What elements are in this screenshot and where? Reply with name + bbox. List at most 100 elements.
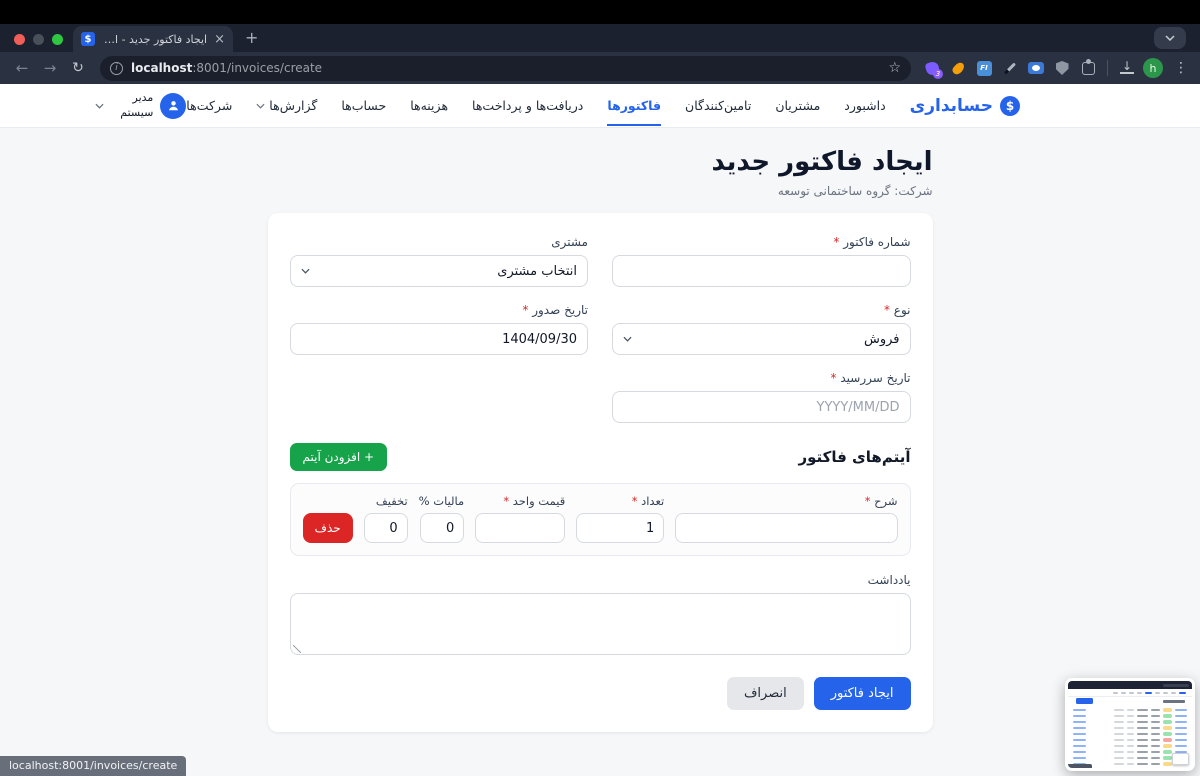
extensions-puzzle-icon[interactable] xyxy=(1077,57,1099,79)
minimize-window-button[interactable] xyxy=(33,34,44,45)
delete-item-button[interactable]: حذف xyxy=(302,513,353,543)
chevron-down-icon xyxy=(256,103,265,109)
textarea-resize-grip[interactable] xyxy=(292,645,301,653)
nav-item-reports[interactable]: گزارش‌ها xyxy=(256,85,317,126)
nav-item-invoices[interactable]: فاکتورها xyxy=(607,85,662,126)
forward-button[interactable]: → xyxy=(43,59,57,77)
due-date-label: تاریخ سررسید * xyxy=(830,371,911,385)
description-input[interactable] xyxy=(675,513,898,543)
nav-item-expenses[interactable]: هزینه‌ها xyxy=(410,98,449,113)
tax-label: مالیات % xyxy=(418,494,465,508)
back-button[interactable]: ← xyxy=(15,59,29,77)
page-title: ایجاد فاکتور جدید xyxy=(711,147,933,177)
customer-label: مشتری xyxy=(551,235,588,249)
user-menu[interactable]: مدیر سیستم xyxy=(95,90,187,121)
discount-label: تخفیف xyxy=(375,494,408,508)
browser-tab[interactable]: $ ایجاد فاکتور جدید - Laravel × xyxy=(73,26,233,52)
footer-text: © 1404 سیستم حسابداری. تمامی حقوق محفوظ … xyxy=(268,774,933,776)
invoice-item-row-box: شرح * تعداد * قیمت واحد * مالیات % xyxy=(289,483,911,556)
url-path: :8001/invoices/create xyxy=(192,61,323,75)
nav-item-accounts[interactable]: حساب‌ها xyxy=(341,98,387,113)
mini-nested-thumbnail xyxy=(1172,753,1189,765)
unit-price-label: قیمت واحد * xyxy=(503,494,566,508)
nav-item-suppliers[interactable]: تامین‌کنندگان xyxy=(685,98,752,113)
issue-date-input[interactable] xyxy=(289,323,588,355)
nav-item-dashboard[interactable]: داشبورد xyxy=(844,98,886,113)
customer-selected-value: انتخاب مشتری xyxy=(497,263,577,279)
chevron-down-icon xyxy=(1165,35,1175,41)
note-label: یادداشت xyxy=(867,573,911,587)
due-date-input[interactable] xyxy=(612,391,911,423)
site-info-icon[interactable]: i xyxy=(110,61,123,75)
unit-price-input[interactable] xyxy=(475,513,566,543)
mini-browser-chrome xyxy=(1068,681,1192,689)
due-date-field-group: تاریخ سررسید * xyxy=(612,371,911,423)
tab-close-icon[interactable]: × xyxy=(214,31,225,47)
cancel-button[interactable]: انصراف xyxy=(726,677,804,710)
window-controls xyxy=(0,34,73,52)
issue-date-label: تاریخ صدور * xyxy=(522,303,588,317)
invoice-items-heading: آیتم‌های فاکتور xyxy=(798,448,911,466)
link-status-tooltip: localhost:8001/invoices/create xyxy=(0,756,187,776)
nav-item-receipts-payments[interactable]: دریافت‌ها و پرداخت‌ها xyxy=(472,98,584,113)
tab-search-button[interactable] xyxy=(1154,27,1186,49)
mini-navbar xyxy=(1068,689,1192,697)
discount-input[interactable] xyxy=(363,513,408,543)
chevron-down-icon xyxy=(95,103,104,109)
page-subtitle: شرکت: گروه ساختمانی توسعه xyxy=(777,184,933,198)
nav-item-companies[interactable]: شرکت‌ها xyxy=(186,98,233,113)
description-label: شرح * xyxy=(864,494,898,508)
address-bar[interactable]: i localhost:8001/invoices/create ☆ xyxy=(100,55,911,81)
extension-orange-icon[interactable] xyxy=(947,57,969,79)
invoice-number-input[interactable] xyxy=(612,255,911,287)
extension-purple-icon[interactable]: 3 xyxy=(921,57,943,79)
screenshot-preview-thumbnail[interactable] xyxy=(1065,678,1195,771)
browser-tab-bar: $ ایجاد فاکتور جدید - Laravel × + xyxy=(0,24,1200,52)
customer-field-group: مشتری انتخاب مشتری xyxy=(289,235,588,287)
quantity-label: تعداد * xyxy=(631,494,665,508)
reload-button[interactable]: ↻ xyxy=(72,60,84,76)
extension-shield-icon[interactable] xyxy=(1051,57,1073,79)
discount-column: تخفیف xyxy=(363,494,408,543)
issue-date-field-group: تاریخ صدور * xyxy=(289,303,588,355)
brand[interactable]: $ حسابداری xyxy=(909,95,1020,116)
bookmark-star-icon[interactable]: ☆ xyxy=(888,60,901,76)
extension-pen-icon[interactable] xyxy=(999,57,1021,79)
extension-screenshot-icon[interactable] xyxy=(1025,57,1047,79)
chevron-down-icon xyxy=(300,268,310,274)
user-avatar-icon xyxy=(160,92,187,119)
add-item-button[interactable]: + افزودن آیتم xyxy=(289,443,388,471)
tax-input[interactable] xyxy=(420,513,465,543)
toolbar-divider xyxy=(1107,60,1108,76)
web-page: $ حسابداری داشبورد مشتریان تامین‌کنندگان… xyxy=(0,84,1200,776)
quantity-input[interactable] xyxy=(576,513,665,543)
browser-toolbar: ← → ↻ i localhost:8001/invoices/create ☆… xyxy=(0,52,1200,84)
tax-column: مالیات % xyxy=(419,494,465,543)
url-host: localhost xyxy=(131,61,193,75)
note-textarea[interactable] xyxy=(289,593,911,655)
invoice-item-row: شرح * تعداد * قیمت واحد * مالیات % xyxy=(302,494,898,543)
downloads-icon[interactable]: ↓ xyxy=(1120,59,1134,74)
profile-avatar[interactable]: h xyxy=(1142,57,1164,79)
customer-select[interactable]: انتخاب مشتری xyxy=(289,255,588,287)
brand-label: حسابداری xyxy=(909,95,993,116)
browser-menu-icon[interactable]: ⋮ xyxy=(1174,60,1188,76)
nav-links-group: $ حسابداری داشبورد مشتریان تامین‌کنندگان… xyxy=(186,85,1020,126)
user-name: مدیر سیستم xyxy=(120,90,154,119)
close-window-button[interactable] xyxy=(14,34,25,45)
new-tab-button[interactable]: + xyxy=(245,28,259,47)
type-select[interactable]: فروش xyxy=(612,323,911,355)
mini-table-rows xyxy=(1073,708,1187,768)
mini-page-title xyxy=(1163,700,1185,703)
description-column: شرح * xyxy=(675,494,898,543)
type-selected-value: فروش xyxy=(863,331,900,347)
nav-item-customers[interactable]: مشتریان xyxy=(775,98,821,113)
tab-favicon: $ xyxy=(81,32,95,46)
zoom-window-button[interactable] xyxy=(52,34,63,45)
submit-invoice-button[interactable]: ایجاد فاکتور xyxy=(813,677,911,710)
unit-price-column: قیمت واحد * xyxy=(475,494,566,543)
extension-ft-icon[interactable]: FI xyxy=(973,57,995,79)
url-text: localhost:8001/invoices/create xyxy=(131,61,880,75)
type-label: نوع * xyxy=(883,303,911,317)
